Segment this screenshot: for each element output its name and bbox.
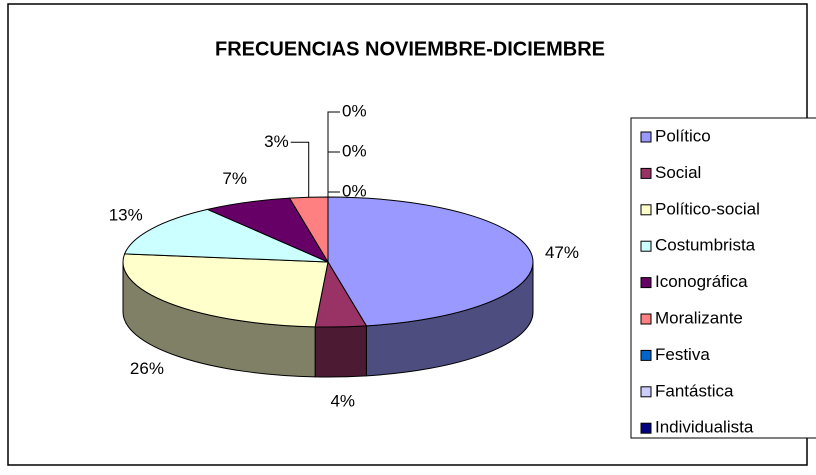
legend-swatch xyxy=(640,204,652,216)
pie-slice xyxy=(123,208,329,263)
data-label: 0% xyxy=(342,101,367,120)
legend-swatch xyxy=(640,277,652,289)
legend-swatch xyxy=(640,240,652,252)
legend-label: Político xyxy=(655,126,711,145)
leader-line xyxy=(290,141,310,198)
legend-label: Costumbrista xyxy=(655,236,756,255)
legend-swatch xyxy=(640,422,652,434)
legend-label: Festiva xyxy=(655,345,710,364)
data-label: 0% xyxy=(342,141,367,160)
legend-label: Moralizante xyxy=(655,308,743,327)
legend-swatch xyxy=(640,349,652,361)
legend-swatch xyxy=(640,313,652,325)
legend-swatch xyxy=(640,386,652,398)
legend-box xyxy=(630,117,816,439)
leader-line xyxy=(327,111,340,197)
legend-label: Social xyxy=(655,163,701,182)
legend-label: Iconográfica xyxy=(655,272,748,291)
data-label: 13% xyxy=(109,206,143,225)
chart-title: FRECUENCIAS NOVIEMBRE-DICIEMBRE xyxy=(215,38,605,60)
legend-swatch xyxy=(640,167,652,179)
data-label: 7% xyxy=(222,169,247,188)
data-label: 4% xyxy=(330,391,355,410)
legend-swatch xyxy=(640,131,652,143)
pie-slice xyxy=(327,196,534,327)
data-label: 47% xyxy=(545,243,579,262)
pie-side xyxy=(314,325,367,378)
legend-label: Político-social xyxy=(655,199,760,218)
data-label: 26% xyxy=(130,359,164,378)
legend-label: Individualista xyxy=(655,418,754,437)
data-label: 0% xyxy=(342,181,367,200)
legend-label: Fantástica xyxy=(655,381,734,400)
data-label: 3% xyxy=(264,132,289,151)
pie-slice xyxy=(122,253,329,328)
